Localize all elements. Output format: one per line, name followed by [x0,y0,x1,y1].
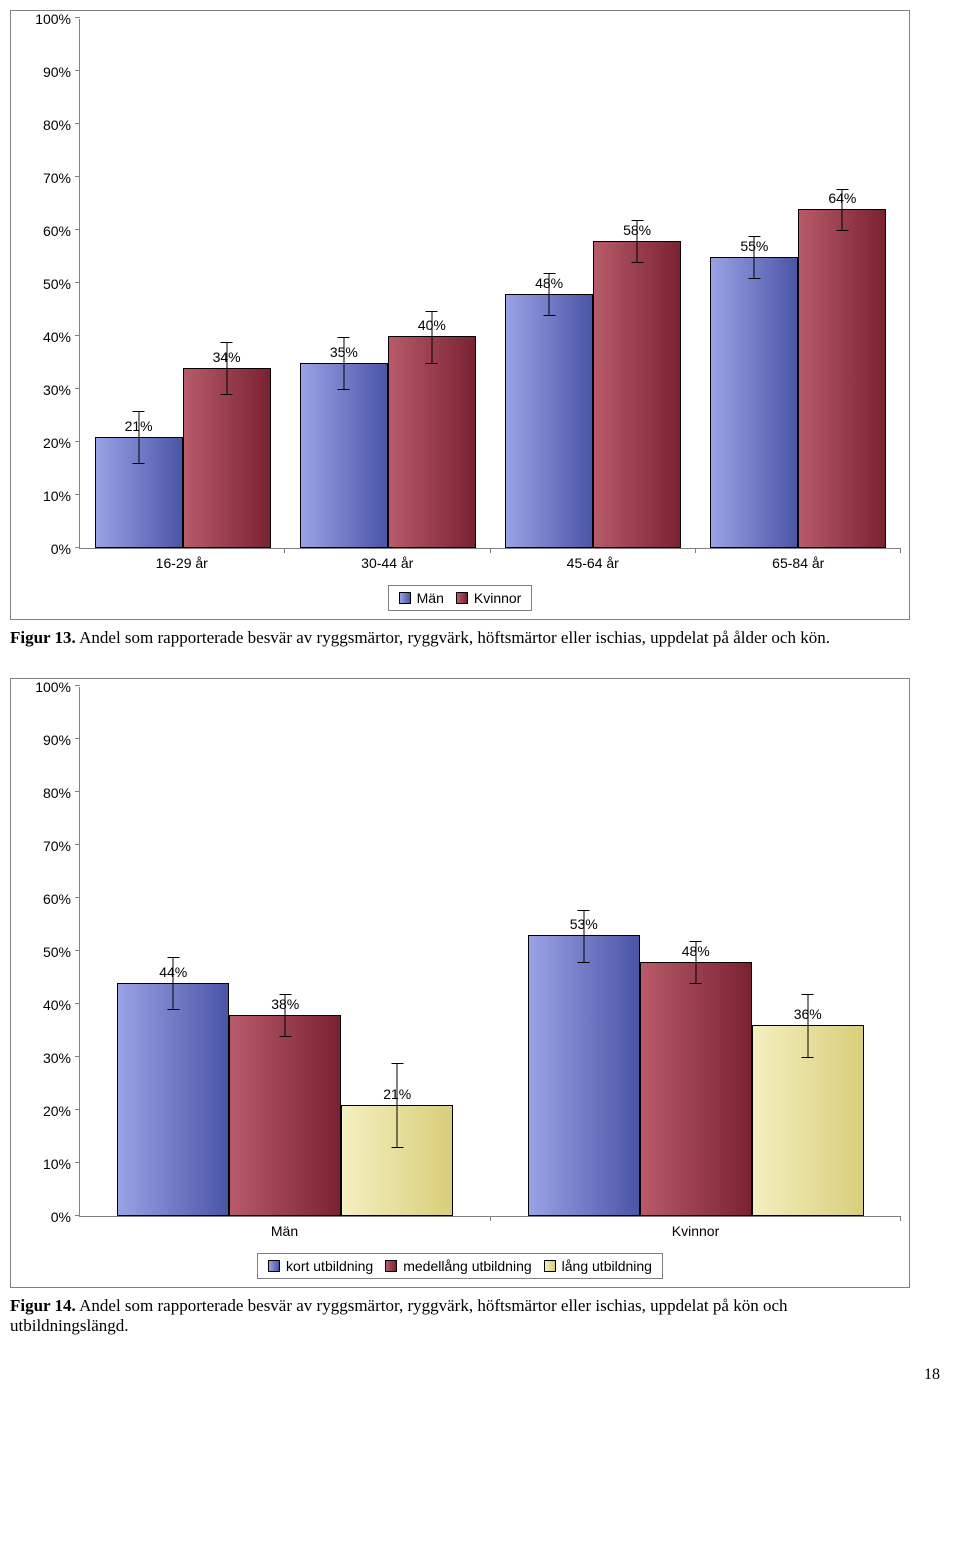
plot-area: 44%38%21%53%48%36% [79,687,901,1217]
x-axis-label: Män [79,1217,490,1239]
error-bar [138,411,139,464]
legend-label: Män [417,590,444,606]
y-tick-label: 50% [43,276,71,292]
y-tick-label: 70% [43,170,71,186]
y-tick-label: 20% [43,435,71,451]
error-bar [583,910,584,963]
bar-group: 35%40% [285,19,490,548]
error-bar [842,189,843,231]
legend-label: lång utbildning [562,1258,652,1274]
error-bar [431,311,432,364]
legend-item: lång utbildning [544,1258,652,1274]
bar-group: 21%34% [80,19,285,548]
legend-swatch [385,1260,397,1272]
y-tick-label: 50% [43,944,71,960]
y-tick-label: 100% [35,11,71,27]
x-axis-label: 65-84 år [696,549,902,571]
legend: Män Kvinnor [388,585,533,611]
y-tick-label: 30% [43,1050,71,1066]
legend-swatch [544,1260,556,1272]
error-bar [397,1063,398,1148]
bar: 53% [528,935,640,1216]
error-bar [173,957,174,1010]
bar: 58% [593,241,681,548]
y-tick-label: 80% [43,785,71,801]
chart-figure-13: 0% 10% 20% 30% 40% 50% 60% 70% 80% 90% 100% 21%34%… [10,10,910,620]
x-axis-label: Kvinnor [490,1217,901,1239]
legend-item: medellång utbildning [385,1258,531,1274]
legend-swatch [268,1260,280,1272]
x-axis-label: 45-64 år [490,549,696,571]
error-bar [285,994,286,1036]
bar: 36% [752,1025,864,1216]
chart-figure-14: 0% 10% 20% 30% 40% 50% 60% 70% 80% 90% 100% 44%38%… [10,678,910,1288]
bar: 48% [505,294,593,548]
bars-layer: 21%34%35%40%48%58%55%64% [80,19,901,548]
y-axis: 0%10%20%30%40%50%60%70%80%90%100% [19,19,79,549]
y-tick-label: 60% [43,223,71,239]
page-number: 18 [10,1366,940,1384]
error-bar [807,994,808,1058]
bar: 40% [388,336,476,548]
y-tick-label: 40% [43,329,71,345]
bar: 48% [640,962,752,1216]
legend-item: Kvinnor [456,590,521,606]
caption-label: Figur 13. [10,628,76,647]
error-bar [754,236,755,278]
legend-item: Män [399,590,444,606]
bar: 55% [710,257,798,549]
chart-frame: 0% 10% 20% 30% 40% 50% 60% 70% 80% 90% 100% 44%38%… [10,678,910,1288]
y-tick-label: 0% [51,541,71,557]
error-bar [549,273,550,315]
y-tick-label: 80% [43,117,71,133]
bar: 35% [300,363,388,549]
legend-swatch [456,592,468,604]
x-axis-label: 16-29 år [79,549,285,571]
x-axis-label: 30-44 år [285,549,491,571]
y-tick-label: 10% [43,1156,71,1172]
y-tick-label: 90% [43,64,71,80]
bar: 34% [183,368,271,548]
error-bar [343,337,344,390]
caption-label: Figur 14. [10,1296,76,1315]
bar-group: 55%64% [696,19,901,548]
legend: kort utbildning medellång utbildning lång … [257,1253,663,1279]
y-tick-label: 0% [51,1209,71,1225]
y-tick-label: 100% [35,679,71,695]
plot-row: 0%10%20%30%40%50%60%70%80%90%100% 21%34%… [19,19,901,549]
y-tick-label: 40% [43,997,71,1013]
legend-item: kort utbildning [268,1258,373,1274]
legend-swatch [399,592,411,604]
bar-group: 53%48%36% [491,687,902,1216]
legend-label: Kvinnor [474,590,521,606]
bar: 38% [229,1015,341,1216]
legend-label: kort utbildning [286,1258,373,1274]
y-tick-label: 70% [43,838,71,854]
bar-group: 48%58% [491,19,696,548]
bar: 44% [117,983,229,1216]
bar-group: 44%38%21% [80,687,491,1216]
caption-figure-14: Figur 14. Andel som rapporterade besvär … [10,1296,910,1336]
plot-row: 0%10%20%30%40%50%60%70%80%90%100% 44%38%… [19,687,901,1217]
caption-text: Andel som rapporterade besvär av ryggsmä… [76,628,830,647]
bar: 21% [95,437,183,548]
chart-frame: 0% 10% 20% 30% 40% 50% 60% 70% 80% 90% 100% 21%34%… [10,10,910,620]
caption-figure-13: Figur 13. Andel som rapporterade besvär … [10,628,910,648]
y-axis: 0%10%20%30%40%50%60%70%80%90%100% [19,687,79,1217]
y-tick-label: 60% [43,891,71,907]
error-bar [637,220,638,262]
legend-label: medellång utbildning [403,1258,531,1274]
caption-text: Andel som rapporterade besvär av ryggsmä… [10,1296,788,1335]
bar: 21% [341,1105,453,1216]
y-tick-label: 10% [43,488,71,504]
y-tick-label: 30% [43,382,71,398]
plot-area: 21%34%35%40%48%58%55%64% [79,19,901,549]
error-bar [226,342,227,395]
y-tick-label: 90% [43,732,71,748]
y-tick-label: 20% [43,1103,71,1119]
error-bar [695,941,696,983]
bars-layer: 44%38%21%53%48%36% [80,687,901,1216]
bar: 64% [798,209,886,548]
